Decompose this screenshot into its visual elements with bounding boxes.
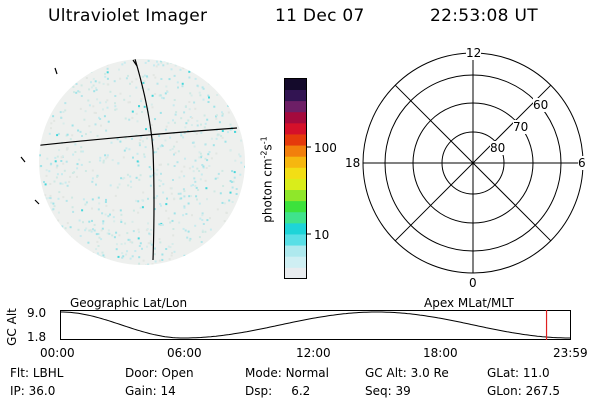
colorbar-cell (284, 245, 307, 257)
orbit-altitude-plot (60, 310, 571, 340)
colorbar-label-100: 100 (314, 141, 337, 155)
polar-label-70: 70 (513, 120, 529, 134)
polar-plot (362, 52, 584, 274)
polar-label-6: 6 (578, 156, 586, 170)
orbit-y-tick-top: 9.0 (27, 306, 47, 320)
colorbar (284, 78, 311, 279)
latitude-line (39, 127, 238, 148)
longitude-line (134, 59, 155, 261)
orbit-y-tick-bottom: 1.8 (27, 330, 47, 344)
polar-diagonal-2 (394, 84, 552, 242)
polar-label-0: 0 (469, 276, 477, 290)
colorbar-label-10: 10 (314, 228, 330, 242)
info-seq: Seq: 39 (365, 384, 411, 398)
orbit-x-tick-0: 00:00 (40, 346, 75, 360)
orbit-y-label: GC Alt (4, 308, 19, 346)
info-mode: Mode: Normal (245, 366, 329, 380)
colorbar-cell (284, 89, 307, 102)
earth-disk (39, 59, 245, 265)
colorbar-cell (284, 256, 307, 268)
colorbar-cell (284, 178, 307, 191)
orbit-left-title: Geographic Lat/Lon (70, 296, 188, 310)
info-ip: IP: 36.0 (10, 384, 56, 398)
instrument-title: Ultraviolet Imager (48, 6, 208, 26)
time-label: 22:53:08 UT (430, 6, 538, 26)
uv-image-disk (20, 59, 245, 265)
orbit-altitude-curve (60, 311, 571, 339)
colorbar-cell (284, 111, 307, 124)
orbit-x-tick-3: 18:00 (423, 346, 458, 360)
info-glon: GLon: 267.5 (487, 384, 560, 398)
colorbar-cell (284, 234, 307, 246)
polar-label-60: 60 (533, 98, 549, 112)
colorbar-cell (284, 156, 307, 168)
colorbar-cell (284, 78, 307, 91)
colorbar-cell (284, 122, 307, 135)
info-filter: Flt: LBHL (10, 366, 64, 380)
orbit-plot-frame (60, 310, 571, 340)
colorbar-cell (284, 222, 307, 235)
colorbar-cell (284, 189, 307, 202)
polar-label-18: 18 (345, 156, 361, 170)
info-dsp: Dsp: 6.2 (245, 384, 311, 398)
polar-label-80: 80 (490, 141, 506, 155)
orbit-x-tick-4: 23:59 (553, 346, 588, 360)
colorbar-cell (284, 267, 307, 279)
colorbar-cell (284, 100, 307, 113)
info-gc-alt: GC Alt: 3.0 Re (365, 366, 449, 380)
orbit-right-title: Apex MLat/MLT (424, 296, 514, 310)
orbit-x-tick-2: 12:00 (296, 346, 331, 360)
colorbar-cell (284, 134, 307, 146)
colorbar-cell (284, 211, 307, 224)
limb-marks (20, 59, 138, 205)
colorbar-cell (284, 200, 307, 213)
info-door: Door: Open (125, 366, 194, 380)
orbit-x-tick-1: 06:00 (167, 346, 202, 360)
date-label: 11 Dec 07 (275, 6, 365, 26)
info-glat: GLat: 11.0 (487, 366, 550, 380)
colorbar-cell (284, 167, 307, 179)
info-gain: Gain: 14 (125, 384, 176, 398)
colorbar-cell (284, 145, 307, 157)
colorbar-unit: photon cm-2s-1 (259, 136, 275, 223)
polar-label-12: 12 (466, 46, 482, 60)
